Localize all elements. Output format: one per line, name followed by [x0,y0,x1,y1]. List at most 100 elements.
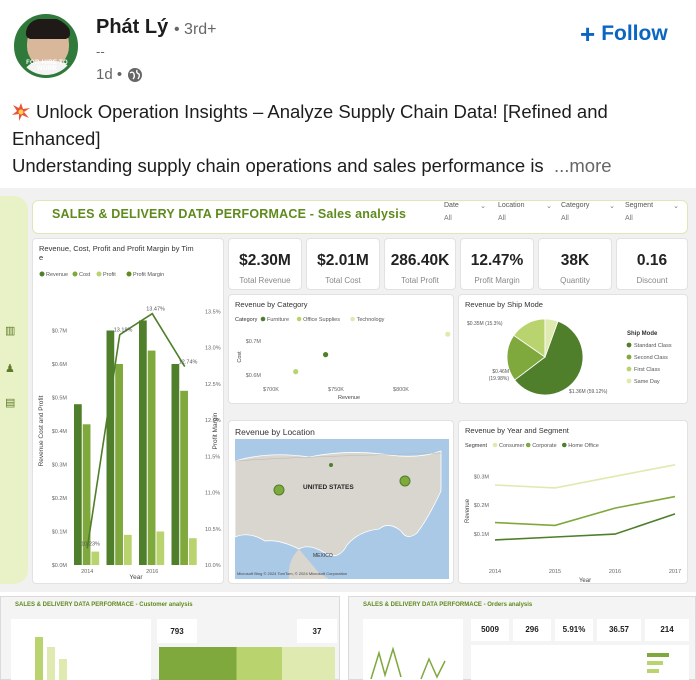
post-time-text: 1d • [96,66,123,83]
series-line [86,312,186,549]
y-tick-label: $0.3M [474,474,490,480]
filter-location[interactable]: Location ⌄ All [498,202,552,222]
filter-value: All [561,215,569,222]
x-axis-label: Year [129,574,143,581]
legend-title: Segment [465,443,487,449]
author-headline: -- [96,44,105,59]
y2-tick-label: 10.5% [205,527,221,533]
connection-degree: • 3rd+ [174,21,217,38]
scatter-point [293,369,299,375]
orders-nav-icon[interactable]: ▤ [5,397,16,409]
revenue-by-location-map[interactable]: UNITED STATES MEXICO Microsoft Bing © 20… [229,421,455,585]
y2-tick-label: 11.5% [205,454,220,460]
legend-marker [296,316,302,322]
thumbnail-treemap [159,647,335,680]
data-label: (19.98%) [489,376,510,382]
map-title: Revenue by Location [235,427,315,437]
kpi-card: $2.01M Total Cost [306,238,380,290]
plus-icon: + [580,19,596,49]
filter-label: Location [498,202,525,209]
thumbnail-kpi: 793 [157,619,197,643]
legend-marker [96,271,102,277]
legend-label: Cost [79,272,91,278]
filter-value: All [498,215,506,222]
post-image-dashboard[interactable]: ▥ ♟ ▤ SALES & DELIVERY DATA PERFORMACE -… [0,188,696,592]
revenue-by-segment-card: Revenue by Year and Segment Segment Consum… [458,420,688,584]
filter-value: All [625,215,633,222]
chevron-down-icon: ⌄ [546,203,552,210]
series-line [494,463,676,489]
legend-label: Profit [103,272,116,278]
post-line-3-text: Understanding supply chain operations an… [12,155,544,176]
chevron-down-icon: ⌄ [480,203,486,210]
map-country-label: UNITED STATES [303,484,354,491]
author-avatar[interactable]: FOR HIRE TO WORK [14,14,78,78]
legend-label: Standard Class [634,343,672,349]
bar [123,534,132,565]
series-line [494,513,676,541]
people-nav-icon[interactable]: ♟ [5,363,15,375]
y-tick-label: $0.6M [52,362,68,368]
bar [74,404,82,565]
legend-label: Profit Margin [133,272,164,278]
kpi-label: Discount [636,276,668,285]
thumbnail-bar [47,647,55,680]
legend-marker [626,342,632,348]
legend-marker [260,316,266,322]
revenue-by-ship-mode-chart: Revenue by Ship Mode $1.36M (59.12%) $0.46… [465,300,672,396]
chart-nav-icon[interactable]: ▥ [5,325,16,337]
x-tick-label: 2015 [549,569,561,575]
kpi-label: Total Profit [401,276,439,285]
author-name[interactable]: Phát Lý [96,16,169,38]
y-tick-label: $0.2M [474,503,490,509]
kpi-value: $2.30M [239,252,291,269]
data-label: $0.46M [492,369,509,375]
bar [180,390,188,565]
y-tick-label: $0.6M [246,373,262,379]
dashboard-nav-rail: ▥ ♟ ▤ [0,196,28,584]
dashboard-thumbnail-orders[interactable]: SALES & DELIVERY DATA PERFORMACE - Order… [348,596,696,680]
filter-segment[interactable]: Segment ⌄ All [625,202,679,222]
bar [188,538,197,565]
y-tick-label: $0.4M [52,429,68,435]
y2-tick-label: 13.5% [205,309,221,315]
y-tick-label: $0.7M [246,339,262,345]
data-label: 13.18% [114,328,133,334]
post-time: 1d • [96,66,143,83]
chart-title: Revenue by Ship Mode [465,300,543,309]
series-line [494,495,676,527]
legend-marker [626,366,632,372]
legend-title: Category [235,317,258,323]
filter-label: Category [561,202,590,209]
legend-marker [126,271,132,277]
see-more-link[interactable]: ...more [553,155,612,176]
kpi-label: Total Revenue [239,276,291,285]
map-attribution: Microsoft Bing © 2024 TomTom, © 2024 Mic… [237,571,347,576]
revenue-by-time-card: Revenue, Cost, Profit and Profit Margin … [32,238,224,584]
legend-marker [525,442,531,448]
filter-category[interactable]: Category ⌄ All [561,202,615,222]
kpi-card: 12.47% Profit Margin [460,238,534,290]
x-tick-label: 2016 [146,569,158,575]
kpi-value: 12.47% [470,252,524,269]
thumbnail-kpi: 214 [645,619,689,641]
filter-label: Segment [625,202,654,209]
follow-button[interactable]: + Follow [580,19,668,49]
x-tick-label: 2016 [609,569,621,575]
dashboard-title: SALES & DELIVERY DATA PERFORMACE - Sales… [52,207,407,221]
dashboard-thumbnail-customers[interactable]: SALES & DELIVERY DATA PERFORMACE - Custo… [0,596,340,680]
thumbnail-kpi: 5.91% [555,619,593,641]
kpi-value: 286.40K [390,252,450,269]
kpi-card: 286.40K Total Profit [384,238,456,290]
thumbnail-bar [59,659,67,680]
filter-value: All [444,215,452,222]
chevron-down-icon: ⌄ [673,203,679,210]
filter-date[interactable]: Date ⌄ All [444,202,486,222]
kpi-value: 38K [560,252,590,269]
y-tick-label: $0.2M [52,496,68,502]
legend-marker [626,378,632,384]
revenue-by-category-card: Revenue by Category Category Furniture Offi… [228,294,454,404]
x-axis-label: Year [579,578,591,584]
legend-label: Consumer [499,443,525,449]
pie-slice [544,318,559,358]
